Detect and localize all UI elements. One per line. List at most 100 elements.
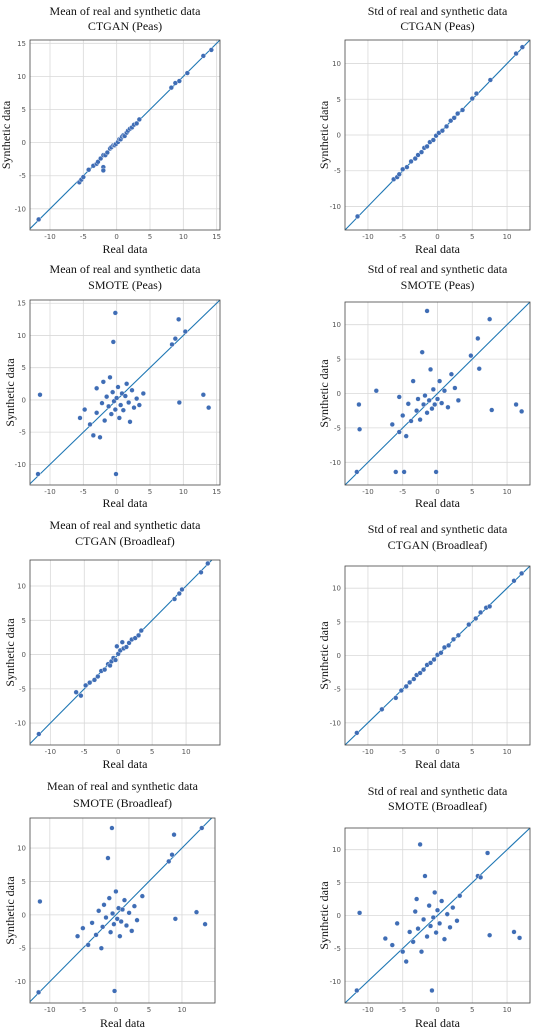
data-point xyxy=(85,942,91,948)
data-point xyxy=(131,405,137,411)
y-tick-label: -5 xyxy=(19,429,26,437)
data-point xyxy=(184,70,190,76)
data-point xyxy=(99,400,105,406)
data-point xyxy=(73,689,79,695)
y-tick-label: 0 xyxy=(337,652,341,660)
data-point xyxy=(119,906,126,913)
data-point xyxy=(424,410,430,416)
marks xyxy=(345,828,530,1003)
x-tick-label: 0 xyxy=(435,488,439,496)
data-point xyxy=(113,471,119,477)
data-point xyxy=(419,349,425,355)
x-tick-label: -10 xyxy=(44,488,55,496)
data-point xyxy=(117,933,123,939)
x-axis-label: Real data xyxy=(100,1016,146,1030)
plot-frame xyxy=(29,299,221,486)
data-point xyxy=(105,855,111,861)
data-point xyxy=(126,399,132,406)
x-tick-label: 0 xyxy=(114,1006,118,1014)
data-point xyxy=(118,918,124,925)
x-tick-label: -5 xyxy=(399,233,406,241)
y-axis-label: Synthetic data xyxy=(0,100,13,169)
y-tick-label: -10 xyxy=(330,459,341,467)
data-point xyxy=(408,418,414,424)
data-point xyxy=(172,336,178,342)
x-tick-label: 0 xyxy=(435,233,439,241)
data-point xyxy=(487,316,493,322)
data-point xyxy=(431,656,437,663)
data-point xyxy=(138,627,144,634)
data-point xyxy=(357,426,363,432)
data-point xyxy=(420,667,427,673)
data-point xyxy=(389,942,395,948)
x-tick-label: -10 xyxy=(44,1006,55,1014)
data-point xyxy=(424,308,430,314)
data-point xyxy=(113,888,119,895)
data-point xyxy=(443,123,450,130)
data-point xyxy=(444,911,450,917)
y-tick-label: 5 xyxy=(337,96,341,104)
data-point xyxy=(489,407,495,413)
data-point xyxy=(450,636,457,642)
data-point xyxy=(111,988,118,994)
data-point xyxy=(469,95,475,102)
data-point xyxy=(37,898,43,905)
data-point xyxy=(434,907,441,913)
y-axis-label: Synthetic data xyxy=(3,358,17,427)
x-tick-label: 0 xyxy=(435,1006,439,1014)
data-point xyxy=(80,925,86,931)
y-axis-label: Synthetic data xyxy=(317,100,331,169)
x-tick-label: 5 xyxy=(147,1006,151,1014)
marks xyxy=(345,302,530,485)
x-tick-label: 0 xyxy=(114,488,118,496)
data-point xyxy=(414,896,420,902)
data-point xyxy=(516,935,523,941)
data-point xyxy=(373,388,379,394)
data-point xyxy=(455,397,461,403)
data-point xyxy=(407,929,413,935)
data-point xyxy=(129,387,135,393)
data-point xyxy=(36,731,42,737)
y-tick-label: 0 xyxy=(337,390,341,398)
chart-subtitle: SMOTE (Peas) xyxy=(401,278,475,292)
y-tick-label: -10 xyxy=(330,203,341,211)
data-point xyxy=(414,408,420,414)
y-axis-label: Synthetic data xyxy=(3,876,17,945)
chart-title: Mean of real and synthetic data xyxy=(50,262,202,276)
data-point xyxy=(179,586,185,593)
marks xyxy=(30,40,220,230)
data-point xyxy=(436,920,443,926)
data-point xyxy=(487,77,493,83)
data-point xyxy=(89,920,95,926)
data-point xyxy=(77,415,83,421)
data-point xyxy=(171,596,178,602)
data-point xyxy=(168,85,174,91)
data-point xyxy=(356,401,362,408)
plot-frame xyxy=(344,39,531,231)
data-point xyxy=(134,917,140,923)
data-point xyxy=(447,924,453,930)
y-axis-label: Synthetic data xyxy=(317,881,331,950)
y-axis-label: Synthetic data xyxy=(3,618,17,687)
data-point xyxy=(120,407,126,413)
x-tick-label: -5 xyxy=(79,1006,86,1014)
data-point xyxy=(426,903,432,909)
x-axis-label: Real data xyxy=(103,496,149,510)
x-tick-label: -5 xyxy=(80,488,87,496)
data-point xyxy=(108,411,114,417)
data-point xyxy=(200,53,206,59)
data-point xyxy=(166,858,172,865)
y-axis-label: Synthetic data xyxy=(317,621,331,690)
data-point xyxy=(513,401,519,408)
data-point xyxy=(354,730,360,736)
data-point xyxy=(95,673,101,680)
plot-frame xyxy=(344,827,531,1004)
x-axis-label: Real data xyxy=(103,757,149,771)
data-point xyxy=(127,419,133,425)
x-tick-label: 5 xyxy=(148,488,152,496)
x-tick-label: 5 xyxy=(470,748,474,756)
y-tick-label: -10 xyxy=(330,978,341,986)
x-axis-label: Real data xyxy=(415,1016,461,1030)
x-tick-label: 0 xyxy=(435,748,439,756)
x-tick-label: 5 xyxy=(148,233,152,241)
